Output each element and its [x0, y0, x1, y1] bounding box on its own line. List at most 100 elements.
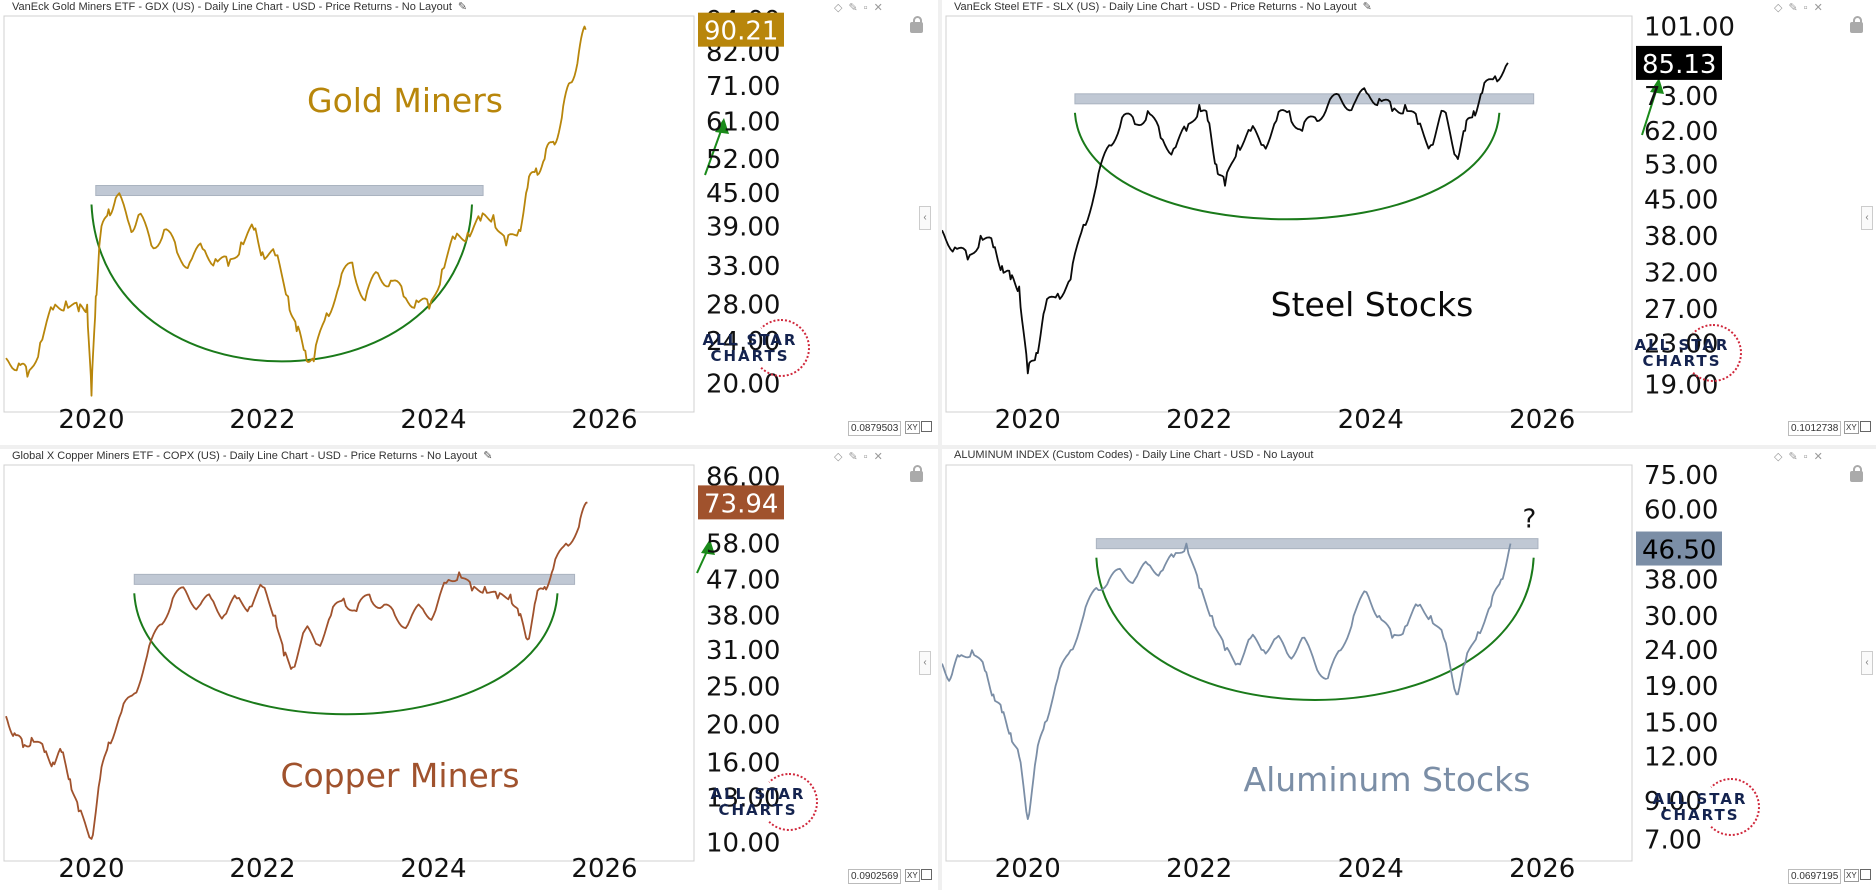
base-arc [90, 204, 473, 363]
collapse-arrow-icon[interactable]: ‹ [1861, 206, 1873, 230]
y-tick-label: 45.00 [706, 179, 780, 209]
lock-icon[interactable] [910, 465, 923, 482]
y-tick-label: 53.00 [1644, 150, 1718, 180]
y-tick-label: 15.00 [1644, 708, 1718, 738]
settings-square-icon[interactable] [921, 869, 932, 880]
scale-readout: 0.1012738 [1788, 421, 1842, 436]
y-tick-label: 24.00 [1644, 636, 1718, 666]
xy-toggle[interactable]: XY [905, 869, 920, 882]
y-tick-label: 9.00 [1644, 787, 1702, 817]
last-price-label: 73.94 [704, 489, 778, 519]
annotation-question: ? [1523, 505, 1537, 535]
y-tick-label: 10.00 [706, 828, 780, 858]
y-tick-label: 12.00 [1644, 743, 1718, 773]
logo-line1: ALL STAR [1634, 336, 1730, 354]
lock-icon[interactable] [1850, 465, 1863, 482]
window-controls: ◇✎▫✕ [834, 2, 889, 14]
all-star-charts-logo: ALL STAR CHARTS [700, 315, 820, 385]
scale-readout: 0.0902569 [848, 869, 902, 884]
chart-panel-aluminum: ALUMINUM INDEX (Custom Codes) - Daily Li… [942, 449, 1876, 890]
chart-copx: Copper Miners10.0013.0016.0020.0025.0031… [3, 463, 784, 884]
y-tick-label: 19.00 [1644, 672, 1718, 702]
logo-line1: ALL STAR [1652, 790, 1748, 808]
trend-arrowhead [715, 118, 729, 134]
x-tick-label: 2022 [229, 854, 295, 884]
last-price-label: 85.13 [1642, 50, 1716, 80]
settings-square-icon[interactable] [1860, 421, 1871, 432]
chart-label: Aluminum Stocks [1244, 760, 1531, 799]
lock-icon[interactable] [910, 16, 923, 33]
y-tick-label: 32.00 [1644, 259, 1718, 289]
x-tick-label: 2020 [58, 854, 124, 884]
x-tick-label: 2020 [995, 405, 1061, 435]
xy-toggle[interactable]: XY [1844, 421, 1859, 434]
last-price-box [1636, 531, 1722, 566]
lock-icon[interactable] [1850, 16, 1863, 33]
all-star-charts-logo: ALL STAR CHARTS [1632, 320, 1752, 390]
price-line [5, 501, 588, 840]
y-tick-label: 47.00 [706, 565, 780, 595]
resistance-band [95, 185, 484, 197]
all-star-charts-logo: ALL STAR CHARTS [708, 769, 828, 839]
base-arc [1095, 557, 1535, 701]
base-arc [1073, 112, 1501, 221]
trend-arrowhead [701, 539, 715, 555]
y-tick-label: 71.00 [706, 72, 780, 102]
logo-line1: ALL STAR [702, 331, 798, 349]
plot-frame [945, 464, 1633, 862]
window-controls: ◇✎▫✕ [1774, 451, 1829, 463]
chart-aluminum: ? Aluminum Stocks 7.00 9.00 12.00 15.00 19.00 2… [942, 461, 1722, 884]
y-tick-label: 30.00 [1644, 602, 1718, 632]
pencil-icon[interactable]: ✎ [457, 1, 468, 13]
panel-title: Global X Copper Miners ETF - COPX (US) -… [12, 450, 478, 462]
resistance-band [133, 573, 576, 585]
chart-panel-copx: Global X Copper Miners ETF - COPX (US) -… [0, 449, 938, 890]
x-tick-label: 2026 [1509, 405, 1575, 435]
trend-arrowhead [1650, 78, 1664, 94]
y-tick-label: 33.00 [706, 252, 780, 282]
y-tick-label: 38.00 [706, 601, 780, 631]
trend-arrow [1641, 87, 1658, 136]
chart-gdx: Gold Miners20.0024.0028.0033.0039.0045.0… [3, 6, 784, 435]
chart-label: Steel Stocks [1271, 285, 1474, 324]
x-tick-label: 2020 [995, 854, 1061, 884]
x-tick-label: 2024 [400, 405, 466, 435]
price-line [942, 542, 1512, 820]
settings-square-icon[interactable] [1860, 869, 1871, 880]
y-tick-label: 25.00 [706, 673, 780, 703]
x-tick-label: 2024 [400, 854, 466, 884]
settings-square-icon[interactable] [921, 421, 932, 432]
last-price-box [1636, 45, 1722, 80]
x-tick-label: 2026 [1509, 854, 1575, 884]
x-tick-label: 2026 [571, 405, 637, 435]
logo-line2: CHARTS [718, 801, 798, 819]
x-tick-label: 2022 [1166, 405, 1232, 435]
y-tick-label: 62.00 [1644, 117, 1718, 147]
collapse-arrow-icon[interactable]: ‹ [1861, 651, 1873, 675]
horizontal-divider[interactable] [0, 445, 1876, 449]
chart-slx: Steel Stocks19.0023.0027.0032.0038.0045.… [942, 12, 1735, 435]
last-price-label: 46.50 [1642, 536, 1716, 566]
xy-toggle[interactable]: XY [1844, 869, 1859, 882]
pencil-icon[interactable]: ✎ [1362, 1, 1372, 13]
panel-title: ALUMINUM INDEX (Custom Codes) - Daily Li… [954, 449, 1314, 461]
pencil-icon[interactable]: ✎ [483, 450, 493, 462]
x-tick-label: 2022 [1166, 854, 1232, 884]
price-line [942, 62, 1509, 375]
collapse-arrow-icon[interactable]: ‹ [919, 651, 931, 675]
collapse-arrow-icon[interactable]: ‹ [919, 206, 931, 230]
chart-panel-gdx: VanEck Gold Miners ETF - GDX (US) - Dail… [0, 0, 938, 445]
price-line [5, 25, 587, 397]
x-tick-label: 2022 [229, 405, 295, 435]
y-tick-label: 28.00 [706, 291, 780, 321]
window-controls: ◇✎▫✕ [1774, 2, 1829, 14]
trend-arrow [704, 127, 723, 176]
plot-frame [945, 15, 1633, 413]
y-tick-label: 45.00 [1644, 186, 1718, 216]
y-tick-label: 61.00 [706, 108, 780, 138]
xy-toggle[interactable]: XY [905, 421, 920, 434]
scale-readout: 0.0697195 [1788, 869, 1842, 884]
y-tick-label: 101.00 [1644, 12, 1735, 42]
x-tick-label: 2024 [1338, 405, 1404, 435]
y-tick-label: 27.00 [1644, 295, 1718, 325]
